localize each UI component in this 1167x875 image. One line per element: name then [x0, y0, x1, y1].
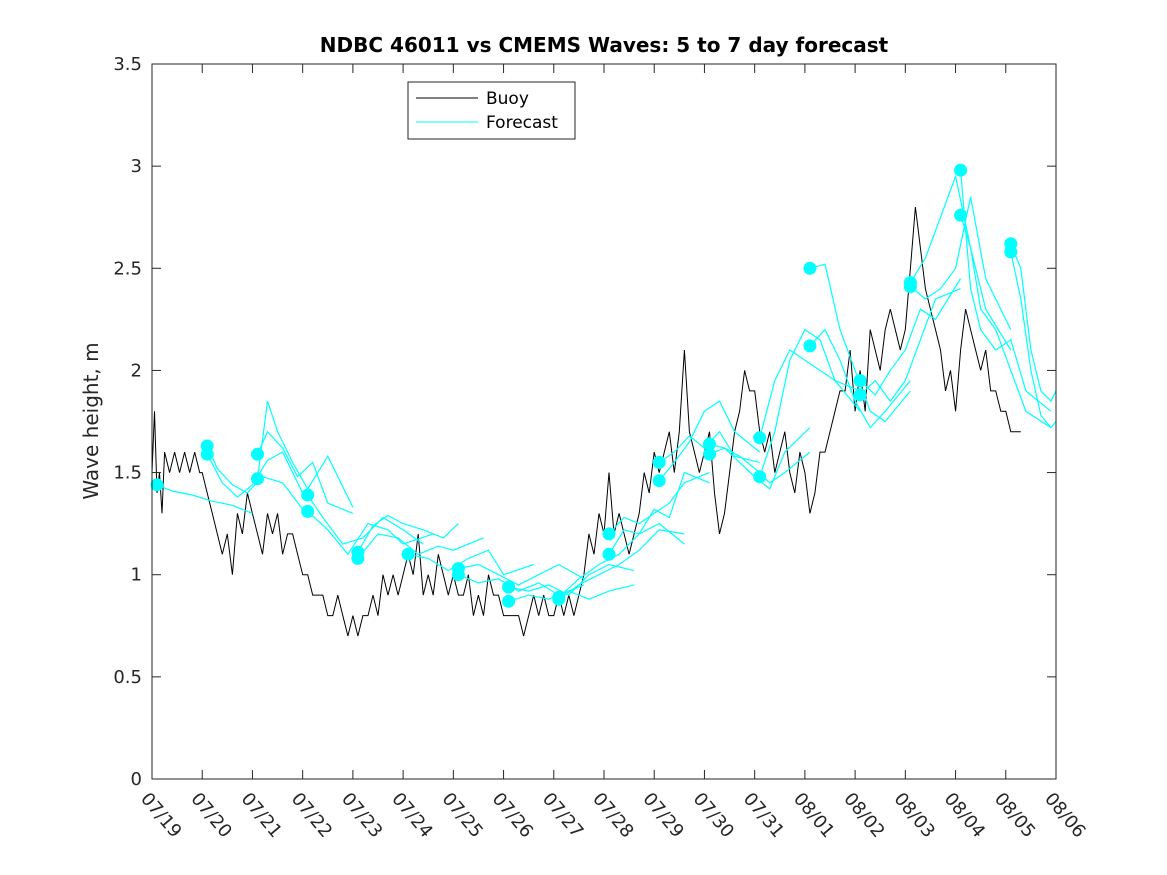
forecast-line-25 — [809, 263, 911, 423]
forecast-start-marker — [552, 592, 566, 606]
y-tick-label: 2.5 — [113, 258, 142, 279]
forecast-start-marker — [351, 551, 365, 565]
y-tick-label: 2 — [131, 360, 142, 381]
forecast-start-marker — [301, 504, 315, 518]
forecast-line-20 — [658, 400, 761, 482]
forecast-start-marker — [703, 447, 716, 461]
legend-buoy-label: Buoy — [486, 89, 529, 109]
forecast-line-17 — [608, 472, 710, 535]
forecast-line-13 — [508, 563, 635, 596]
forecast-start-marker — [954, 163, 968, 177]
forecast-line-3 — [206, 451, 304, 498]
y-tick-label: 3.5 — [113, 54, 142, 75]
forecast-line-8 — [357, 514, 459, 553]
forecast-line-16 — [558, 529, 685, 600]
forecast-line-9 — [357, 533, 484, 559]
forecast-start-marker — [853, 374, 867, 388]
forecast-start-marker — [1004, 245, 1018, 259]
forecast-line-4 — [256, 430, 354, 514]
forecast-start-marker — [954, 208, 968, 222]
legend: Buoy Forecast — [407, 81, 576, 140]
y-tick-label: 3 — [131, 156, 142, 177]
y-tick-label: 0.5 — [113, 667, 142, 688]
legend-forecast-label: Forecast — [486, 113, 558, 133]
y-tick-label: 1.5 — [113, 463, 142, 484]
y-tick-label: 0 — [131, 769, 142, 790]
forecast-line-18 — [608, 471, 710, 555]
forecast-line-24 — [759, 328, 861, 477]
forecast-line-14 — [508, 584, 635, 602]
forecast-start-marker — [652, 474, 666, 488]
forecast-line-19 — [658, 430, 760, 463]
y-tick-label: 1 — [131, 565, 142, 586]
forecast-start-marker — [502, 580, 516, 594]
forecast-start-marker — [753, 431, 767, 445]
forecast-start-marker — [803, 261, 817, 275]
forecast-line-29 — [909, 174, 1012, 351]
forecast-line-26 — [809, 328, 911, 429]
forecast-start-marker — [451, 568, 465, 582]
forecast-line-32 — [960, 215, 1052, 429]
marker-layer — [150, 163, 1018, 608]
series-layer — [151, 170, 1057, 637]
forecast-line-5 — [256, 400, 354, 508]
forecast-line-1 — [156, 484, 253, 514]
forecast-line-28 — [859, 288, 961, 403]
forecast-start-marker — [401, 547, 415, 561]
forecast-start-marker — [753, 470, 767, 484]
forecast-line-27 — [859, 278, 962, 396]
legend-box — [407, 81, 576, 140]
forecast-line-30 — [910, 196, 1012, 330]
forecast-line-31 — [960, 170, 1052, 412]
forecast-start-marker — [903, 280, 917, 294]
forecast-line-2 — [206, 445, 304, 510]
forecast-line-7 — [307, 510, 434, 556]
forecast-line-34 — [1010, 251, 1057, 429]
forecast-line-6 — [307, 494, 424, 545]
forecast-start-marker — [652, 455, 666, 469]
forecast-start-marker — [853, 388, 867, 402]
forecast-line-33 — [1010, 243, 1057, 403]
forecast-start-marker — [251, 472, 264, 486]
forecast-start-marker — [502, 594, 516, 608]
forecast-start-marker — [301, 488, 315, 502]
forecast-line-15 — [558, 522, 685, 598]
forecast-line-11 — [458, 563, 585, 586]
forecast-line-10 — [407, 549, 534, 576]
plot-area — [152, 64, 1056, 779]
forecast-start-marker — [602, 547, 616, 561]
forecast-start-marker — [602, 527, 616, 541]
y-axis-label: Wave height, m — [79, 342, 103, 499]
chart-title: NDBC 46011 vs CMEMS Waves: 5 to 7 day fo… — [320, 33, 889, 57]
forecast-start-marker — [803, 339, 817, 353]
forecast-start-marker — [150, 478, 164, 492]
forecast-start-marker — [251, 447, 264, 461]
forecast-start-marker — [200, 447, 214, 461]
